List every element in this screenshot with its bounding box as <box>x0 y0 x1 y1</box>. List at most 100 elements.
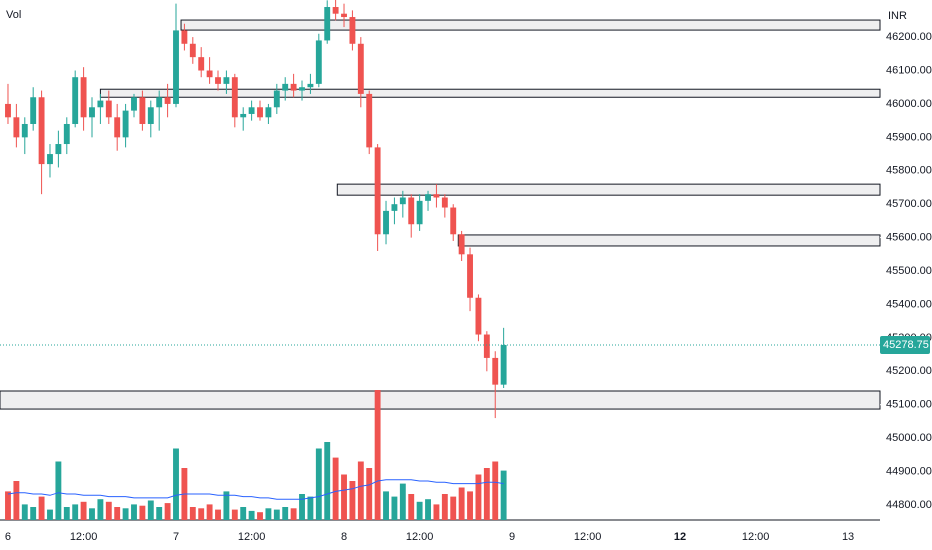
y-tick-label: 44800.00 <box>886 499 932 511</box>
candle-body <box>273 90 280 108</box>
x-tick-label: 12:00 <box>406 531 434 543</box>
volume-bar <box>89 508 95 520</box>
zone <box>180 19 881 31</box>
candle-body <box>206 70 213 78</box>
candle-body <box>341 13 347 18</box>
candle-body <box>408 197 415 225</box>
candle-body <box>5 103 11 118</box>
candle-body <box>425 194 431 201</box>
x-tick-label: 8 <box>341 531 347 543</box>
x-tick-label: 13 <box>842 531 854 543</box>
volume-bar <box>290 508 297 520</box>
candle-body <box>357 43 364 94</box>
candle-body <box>248 107 255 114</box>
candle-body <box>231 77 238 118</box>
volume-bar <box>257 512 263 520</box>
volume-bar <box>433 504 440 520</box>
candle-body <box>450 207 457 235</box>
candle-body <box>63 123 70 145</box>
candle-body <box>458 234 465 255</box>
candle-body <box>467 254 473 298</box>
volume-ma <box>7 479 504 500</box>
volume-bar <box>282 507 289 520</box>
volume-bar <box>483 468 490 520</box>
volume-bar <box>21 504 28 520</box>
candle-body <box>198 57 205 71</box>
candle-body <box>416 200 423 225</box>
x-tick-label: 12:00 <box>574 531 602 543</box>
volume-bar <box>475 474 482 520</box>
candle-body <box>55 144 62 155</box>
y-tick-label: 45900.00 <box>886 131 932 143</box>
candle-body <box>80 77 87 118</box>
candle-body <box>399 197 406 205</box>
candle-body <box>72 77 79 124</box>
volume-bar <box>215 509 221 520</box>
volume-bar <box>38 496 45 520</box>
x-tick-label: 7 <box>173 531 179 543</box>
volume-bar <box>315 448 322 520</box>
y-tick-label: 45600.00 <box>886 232 932 244</box>
volume-bar <box>105 501 112 520</box>
volume-bar <box>265 508 272 520</box>
y-tick-label: 45700.00 <box>886 198 932 210</box>
candle-body <box>240 113 247 118</box>
y-tick-label: 45200.00 <box>886 365 932 377</box>
candle-body <box>374 147 381 235</box>
volume-bar <box>366 468 373 520</box>
candle-body <box>349 17 356 44</box>
volume-bar <box>97 499 104 520</box>
volume-bar <box>206 504 213 520</box>
volume-bar <box>240 507 247 520</box>
x-tick-label: 6 <box>5 531 11 543</box>
volume-bar <box>349 481 356 520</box>
candle-body <box>139 97 146 124</box>
volume-bar <box>189 507 196 520</box>
x-tick-label: 9 <box>509 531 515 543</box>
candle-body <box>89 107 95 118</box>
volume-bar <box>114 507 121 520</box>
x-tick-label: 12:00 <box>238 531 266 543</box>
candle-body <box>173 30 179 104</box>
volume-bar <box>5 491 11 520</box>
candle-body <box>483 334 490 358</box>
candle-body <box>131 97 137 111</box>
volume-bar <box>341 474 347 520</box>
volume-bar <box>467 491 473 520</box>
volume-bar <box>147 500 154 520</box>
candle-body <box>105 100 112 118</box>
candle-body <box>433 194 440 198</box>
candle-body <box>47 154 53 165</box>
zone <box>457 234 881 247</box>
candle-body <box>181 30 188 44</box>
y-tick-label: 45400.00 <box>886 298 932 310</box>
candle-body <box>299 87 305 91</box>
candle-body <box>223 77 230 84</box>
candle-body <box>315 40 322 84</box>
volume-bar <box>231 509 238 520</box>
y-tick-label: 46000.00 <box>886 98 932 110</box>
candle-body <box>164 97 171 104</box>
volume-bar <box>122 508 129 520</box>
candle-body <box>147 107 154 124</box>
candle-body <box>97 100 104 108</box>
volume-bar <box>441 494 448 520</box>
volume-label: Vol <box>6 9 21 21</box>
candle-body <box>383 210 389 235</box>
volume-bar <box>198 508 205 520</box>
candle-body <box>156 97 163 108</box>
volume-bar <box>63 507 70 520</box>
last-price-box <box>880 335 930 354</box>
volume-bar <box>425 499 431 520</box>
x-tick-label: 12:00 <box>70 531 98 543</box>
candle-body <box>38 97 45 165</box>
y-tick-label: 45800.00 <box>886 165 932 177</box>
volume-bar <box>307 496 314 520</box>
x-tick-label: 12:00 <box>742 531 770 543</box>
volume-bar <box>399 483 406 520</box>
volume-bar <box>273 509 280 520</box>
candle-body <box>189 43 196 58</box>
candle-body <box>21 123 28 138</box>
volume-bar <box>248 510 255 520</box>
